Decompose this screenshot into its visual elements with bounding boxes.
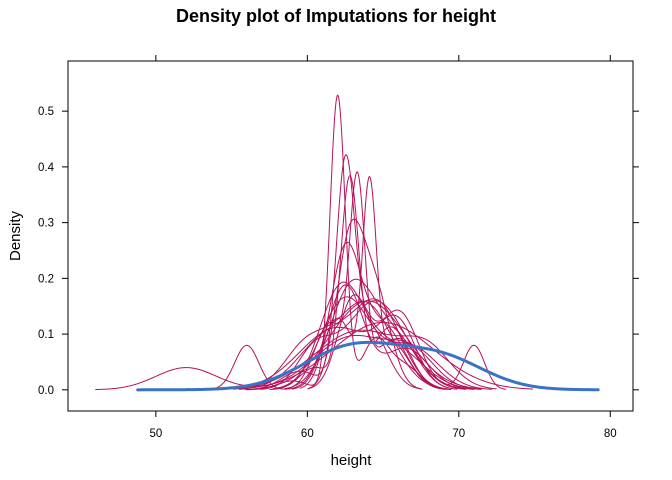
x-tick-label: 80 <box>604 428 617 440</box>
observed-series-group <box>136 340 600 392</box>
imputed-density-line <box>276 281 482 390</box>
imputed-density-line <box>245 154 423 391</box>
tick-labels: 50 60 70 80 0.0 0.1 0.2 0.3 0.4 0.5 <box>38 106 617 440</box>
x-axis-label: height <box>331 452 373 469</box>
y-axis-label: Density <box>7 210 24 261</box>
imputed-density-line <box>269 175 446 391</box>
imputed-density-line <box>254 300 482 390</box>
y-tick-label: 0.2 <box>38 273 54 285</box>
x-tick-label: 70 <box>452 428 465 440</box>
imputed-density-line <box>223 314 453 390</box>
chart-title: Density plot of Imputations for height <box>176 6 496 26</box>
y-tick-label: 0.3 <box>38 218 54 230</box>
imputed-density-line <box>299 241 447 390</box>
x-tick-label: 60 <box>301 428 314 440</box>
imputed-series-group <box>95 94 534 391</box>
y-tick-label: 0.5 <box>38 106 54 118</box>
plot-panel <box>67 60 634 412</box>
y-tick-label: 0.0 <box>38 385 54 397</box>
imputed-density-line <box>307 294 506 390</box>
y-tick-label: 0.4 <box>38 162 55 174</box>
y-tick-label: 0.1 <box>38 329 54 341</box>
axis-ticks <box>62 55 639 417</box>
observed-density-line <box>136 340 600 392</box>
x-tick-label: 50 <box>149 428 162 440</box>
imputed-density-line <box>284 278 467 390</box>
